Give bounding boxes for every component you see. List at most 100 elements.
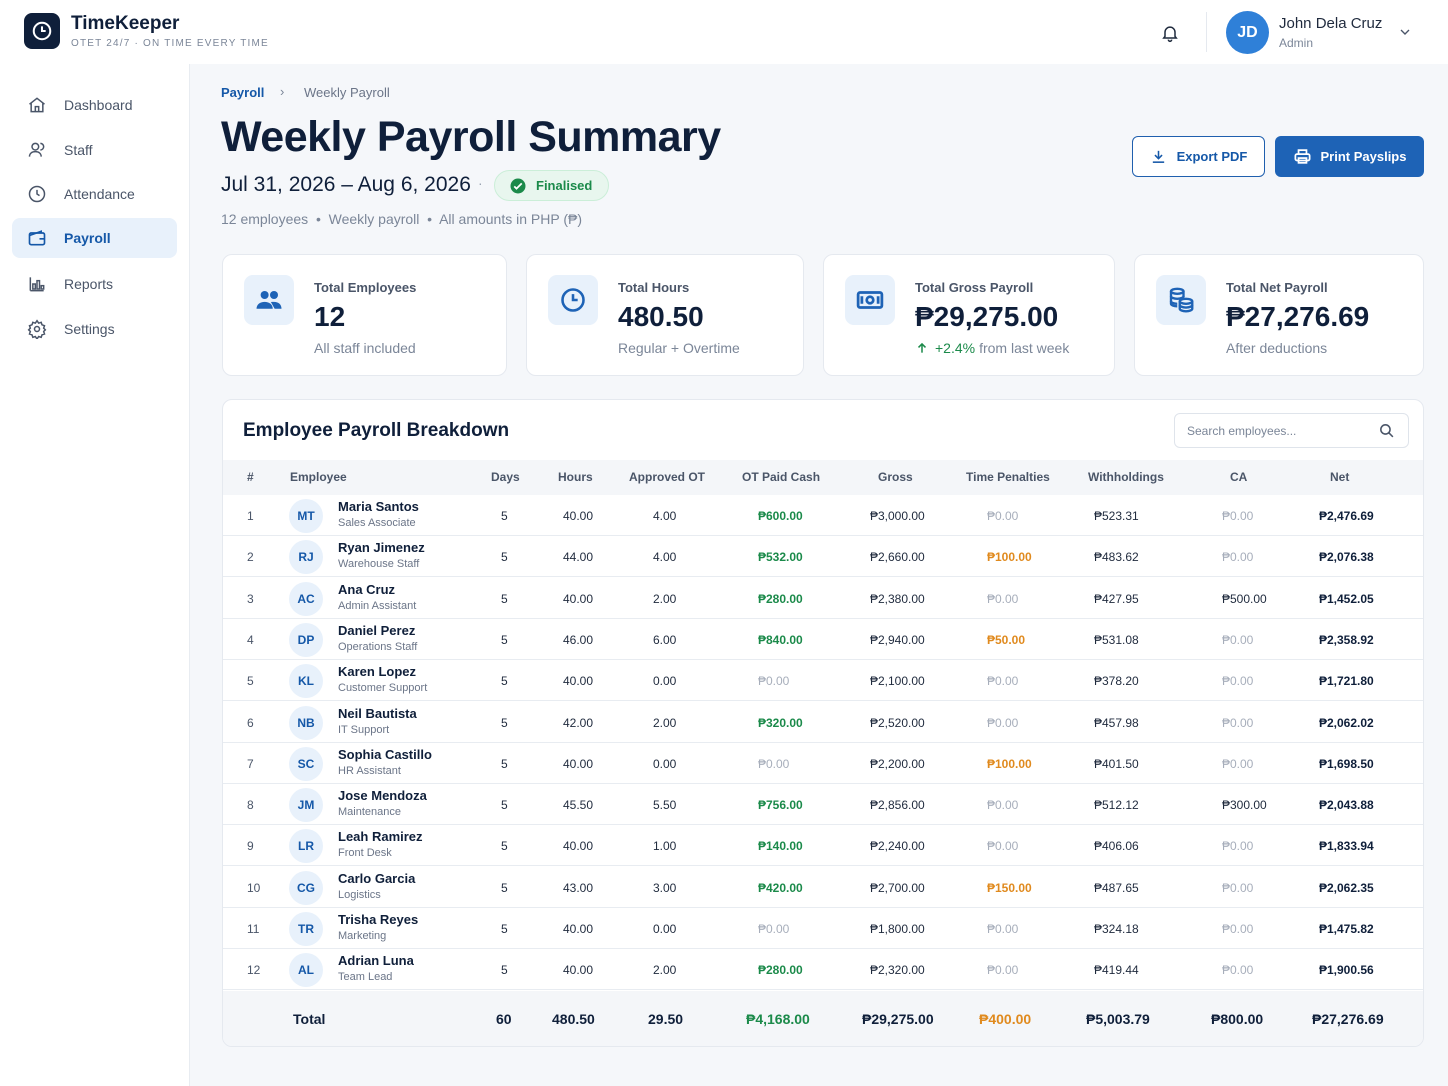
employee-name[interactable]: Ana Cruz [338,581,396,597]
table-row[interactable]: 8 JM Jose Mendoza Maintenance 5 45.50 5.50 ₱756… [223,784,1423,826]
approved-ot-cell: 0.00 [653,922,677,936]
days-cell: 5 [501,509,508,523]
approved-ot-cell: 6.00 [653,632,677,647]
hours-cell: 40.00 [563,756,594,771]
app-logo[interactable] [24,13,60,49]
total-label: Total [293,1011,326,1027]
user-name[interactable]: John Dela Cruz [1279,15,1383,32]
row-number: 1 [247,509,254,523]
column-header[interactable]: Days [491,470,520,484]
withholdings-cell: ₱324.18 [1094,922,1139,936]
sidebar-item-payroll[interactable]: Payroll [12,218,177,258]
column-header[interactable]: OT Paid Cash [742,470,821,484]
days-cell: 5 [501,550,508,565]
column-header[interactable]: Net [1330,470,1350,484]
column-header[interactable]: Withholdings [1088,470,1164,484]
sidebar-item-dashboard[interactable]: Dashboard [12,85,177,125]
table-row[interactable]: 2 RJ Ryan Jimenez Warehouse Staff 5 44.00 4.00… [223,536,1423,578]
employee-search[interactable] [1174,413,1409,448]
ot-paid-cash-cell: ₱532.00 [758,550,803,565]
table-row[interactable]: 9 LR Leah Ramirez Front Desk 5 40.00 1.00 ₱140.… [223,825,1423,867]
approved-ot-cell: 2.00 [653,591,677,606]
table-row[interactable]: 3 AC Ana Cruz Admin Assistant 5 40.00 2.00 ₱280… [223,578,1423,619]
withholdings-cell: ₱531.08 [1094,632,1139,647]
time-penalties-cell: ₱150.00 [987,880,1032,895]
ot-paid-cash-cell: ₱756.00 [758,798,803,813]
column-header[interactable]: # [247,470,254,484]
ca-cell: ₱0.00 [1222,550,1254,565]
total-ot-cash: ₱4,168.00 [746,1011,810,1027]
sidebar-item-attendance[interactable]: Attendance [12,174,177,214]
table-total-row: Total 60 480.50 29.50 ₱4,168.00 ₱29,275.… [223,991,1423,1046]
hours-cell: 45.50 [563,798,594,813]
sidebar-item-label: Attendance [64,186,135,202]
net-cell: ₱1,900.56 [1319,963,1374,978]
avatar: AC [289,581,323,616]
stat-label: Total Gross Payroll [915,280,1034,295]
ca-cell: ₱0.00 [1222,839,1254,854]
table-row[interactable]: 1 MT Maria Santos Sales Associate 5 40.00 4.00… [223,495,1423,536]
time-penalties-cell: ₱50.00 [987,632,1026,647]
gross-cell: ₱1,800.00 [870,922,925,936]
table-row[interactable]: 6 NB Neil Bautista IT Support 5 42.00 2.00 ₱320… [223,702,1423,743]
stat-card-total-hours: Total Hours 480.50 Regular + Overtime [526,254,804,376]
time-penalties-cell: ₱0.00 [987,922,1019,936]
sidebar-item-settings[interactable]: Settings [12,309,177,349]
total-penalties: ₱400.00 [979,1011,1032,1027]
print-payslips-button[interactable]: Print Payslips [1275,136,1424,177]
search-input[interactable] [1187,422,1367,440]
table-row[interactable]: 10 CG Carlo Garcia Logistics 5 43.00 3.00 ₱420.… [223,867,1423,908]
employee-name[interactable]: Karen Lopez [338,664,417,680]
user-icon [26,139,48,161]
column-header[interactable]: Hours [558,470,593,484]
table-row[interactable]: 11 TR Trisha Reyes Marketing 5 40.00 0.00 ₱0.00… [223,908,1423,949]
total-withholdings: ₱5,003.79 [1086,1011,1150,1027]
employee-name[interactable]: Daniel Perez [338,622,416,638]
table-row[interactable]: 5 KL Karen Lopez Customer Support 5 40.00 0.00… [223,660,1423,702]
employee-name[interactable]: Maria Santos [338,499,419,514]
user-avatar[interactable]: JD [1226,11,1269,54]
approved-ot-cell: 0.00 [653,674,677,689]
withholdings-cell: ₱419.44 [1094,963,1139,978]
column-header[interactable]: Employee [290,470,347,484]
time-penalties-cell: ₱0.00 [987,674,1019,689]
total-days: 60 [496,1011,512,1027]
breadcrumb-payroll[interactable]: Payroll [221,85,265,100]
net-cell: ₱1,833.94 [1319,839,1374,854]
ot-paid-cash-cell: ₱420.00 [758,880,803,895]
row-number: 10 [247,880,261,895]
table-row[interactable]: 4 DP Daniel Perez Operations Staff 5 46.00 6.0… [223,619,1423,660]
employee-name[interactable]: Trisha Reyes [338,912,419,927]
employee-name[interactable]: Jose Mendoza [338,788,427,804]
ot-paid-cash-cell: ₱280.00 [758,591,803,606]
hours-cell: 40.00 [563,509,594,523]
sidebar-item-label: Staff [64,142,93,158]
search-icon[interactable] [1378,422,1396,440]
user-menu-toggle[interactable] [1397,24,1413,40]
employee-name[interactable]: Adrian Luna [338,953,414,969]
hours-cell: 42.00 [563,715,594,730]
export-pdf-button[interactable]: Export PDF [1132,136,1265,177]
column-header[interactable]: Time Penalties [966,470,1050,484]
sidebar-item-label: Dashboard [64,97,133,113]
employee-name[interactable]: Ryan Jimenez [338,540,425,556]
employee-name[interactable]: Sophia Castillo [338,746,432,762]
avatar: LR [289,829,323,864]
stat-label: Total Employees [314,280,417,295]
employee-name[interactable]: Neil Bautista [338,705,417,721]
table-row[interactable]: 12 AL Adrian Luna Team Lead 5 40.00 2.00 ₱280.0… [223,949,1423,991]
table-row[interactable]: 7 SC Sophia Castillo HR Assistant 5 40.00 0.00… [223,743,1423,784]
panel-title: Employee Payroll Breakdown [243,420,510,441]
hours-cell: 44.00 [563,550,594,565]
notifications-button[interactable] [1158,21,1182,45]
employee-name[interactable]: Leah Ramirez [338,829,423,845]
sidebar-item-reports[interactable]: Reports [12,264,177,304]
column-header[interactable]: CA [1230,470,1248,484]
stat-value: ₱27,276.69 [1226,301,1370,332]
column-header[interactable]: Approved OT [629,470,706,484]
column-header[interactable]: Gross [878,470,913,484]
withholdings-cell: ₱523.31 [1094,509,1139,523]
sidebar-item-staff[interactable]: Staff [12,130,177,170]
hours-cell: 40.00 [563,963,594,978]
employee-name[interactable]: Carlo Garcia [338,870,416,886]
